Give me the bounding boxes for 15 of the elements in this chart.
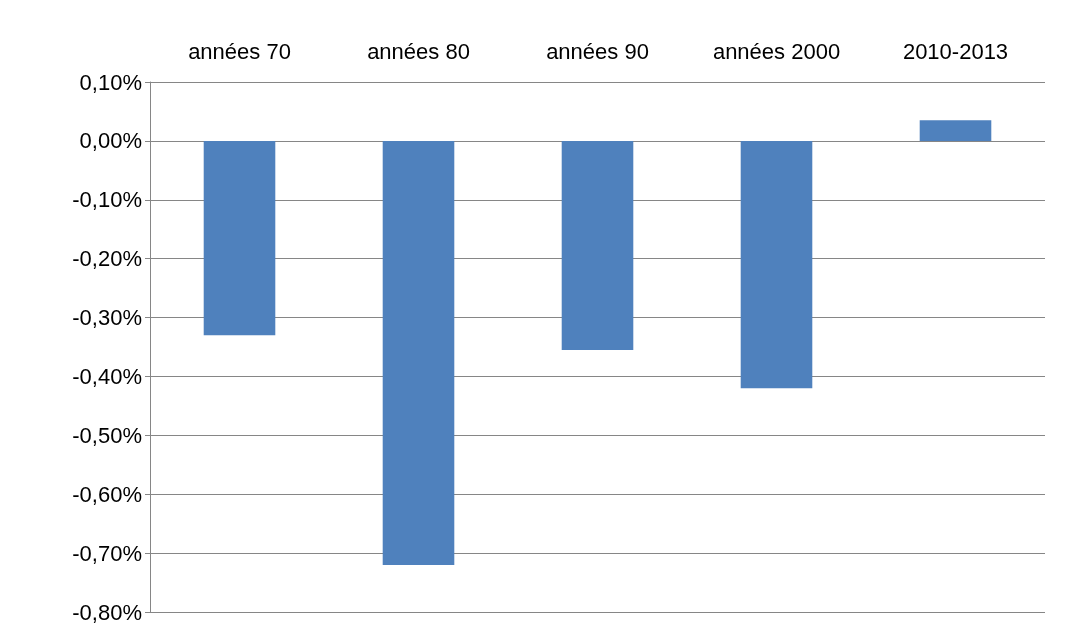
y-tick-label: -0,30% [72, 305, 142, 331]
y-tick-label: 0,10% [79, 69, 142, 95]
x-tick-label: années 80 [367, 38, 470, 64]
y-tick-label: -0,80% [72, 599, 142, 625]
y-tick-label: -0,10% [72, 187, 142, 213]
y-tick-label: -0,40% [72, 363, 142, 389]
y-tick-label: -0,70% [72, 540, 142, 566]
y-tick-label: -0,50% [72, 422, 142, 448]
y-tick-label: 0,00% [79, 128, 142, 154]
y-tick-label: -0,20% [72, 246, 142, 272]
x-tick-label: années 2000 [712, 38, 841, 64]
x-tick-label: 2010-2013 [902, 38, 1009, 64]
x-tick-label: années 90 [546, 38, 649, 64]
y-tick-label: -0,60% [72, 481, 142, 507]
x-tick-label: années 70 [188, 38, 291, 64]
